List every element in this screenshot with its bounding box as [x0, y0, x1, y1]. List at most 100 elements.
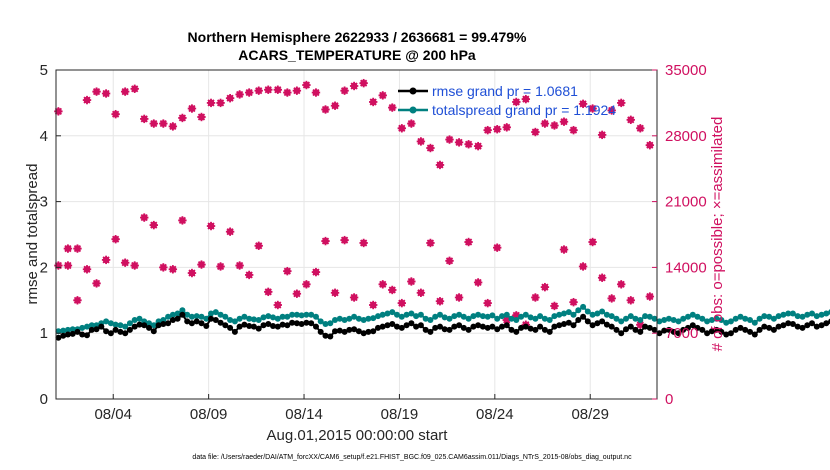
obs-possible-point: [302, 80, 311, 90]
obs-possible-point: [617, 98, 626, 108]
rmse-point: [513, 328, 520, 335]
rmse-point: [665, 326, 672, 333]
obs-possible-point: [311, 88, 321, 97]
totalspread-point: [789, 310, 796, 317]
x-tick-label: 08/09: [190, 406, 228, 423]
totalspread-point: [618, 318, 625, 325]
obs-possible-point: [292, 86, 302, 95]
totalspread-point: [465, 315, 472, 322]
totalspread-point: [451, 313, 458, 320]
rmse-point: [451, 323, 458, 330]
totalspread-point: [718, 317, 725, 323]
rmse-point: [565, 319, 572, 326]
totalspread-point: [403, 311, 410, 318]
rmse-point: [79, 331, 86, 338]
totalspread-point: [184, 311, 191, 318]
rmse-point: [789, 321, 796, 327]
totalspread-point: [260, 314, 267, 321]
rmse-point: [479, 323, 486, 330]
right-tick-label: 21000: [665, 194, 707, 211]
obs-assimilated-point: [187, 268, 197, 278]
rmse-point: [794, 323, 801, 330]
totalspread-point: [422, 315, 429, 322]
obs-possible-point: [378, 91, 387, 100]
legend-totalspread-label: totalspread grand pr = 1.1924: [432, 102, 616, 118]
obs-assimilated-point: [235, 261, 244, 270]
rmse-point: [799, 324, 806, 331]
rmse-point: [494, 326, 501, 333]
rmse-point: [532, 326, 539, 333]
totalspread-point: [317, 318, 324, 325]
x-tick-label: 08/14: [285, 406, 323, 423]
totalspread-point: [174, 310, 181, 317]
totalspread-point: [179, 307, 186, 314]
left-axis-ticks: 0 1 2 3 4 5: [40, 62, 61, 408]
rmse-point: [680, 326, 687, 333]
rmse-point: [656, 330, 663, 337]
totalspread-point: [60, 327, 67, 334]
totalspread-point: [293, 311, 300, 318]
obs-possible-point: [388, 103, 397, 112]
plot-area: [54, 78, 830, 341]
totalspread-point: [685, 313, 691, 320]
totalspread-point: [603, 311, 610, 318]
obs-assimilated-point: [559, 245, 569, 254]
obs-possible-point: [140, 114, 149, 124]
rmse-point: [465, 326, 472, 333]
totalspread-point: [479, 313, 486, 320]
totalspread-point: [637, 317, 644, 323]
totalspread-point: [417, 311, 424, 318]
rmse-point: [336, 327, 343, 334]
totalspread-point: [670, 317, 677, 323]
rmse-point: [599, 318, 606, 325]
obs-assimilated-point: [130, 261, 139, 270]
obs-possible-point: [254, 86, 263, 95]
rmse-point: [313, 323, 319, 330]
rmse-point: [389, 321, 396, 327]
obs-possible-point: [235, 90, 244, 99]
totalspread-point: [69, 326, 76, 333]
rmse-point: [188, 320, 195, 327]
totalspread-point: [408, 310, 415, 317]
totalspread-point: [274, 315, 281, 322]
totalspread-point: [112, 321, 119, 328]
plot-frame: [55, 69, 658, 400]
totalspread-point: [651, 315, 658, 322]
totalspread-point: [713, 315, 720, 322]
rmse-point: [122, 330, 129, 337]
x-tick-label: 08/29: [571, 406, 609, 423]
obs-assimilated-point: [388, 285, 397, 295]
obs-assimilated-point: [82, 265, 92, 274]
totalspread-point: [589, 311, 596, 318]
rmse-point: [179, 311, 186, 318]
rmse-point: [637, 328, 644, 335]
totalspread-point: [627, 313, 634, 320]
obs-assimilated-point: [578, 262, 588, 271]
rmse-point: [742, 326, 749, 333]
obs-assimilated-point: [168, 265, 178, 274]
totalspread-point: [766, 313, 773, 320]
totalspread-point: [227, 317, 234, 323]
obs-assimilated-point: [540, 282, 550, 292]
obs-assimilated-point: [569, 297, 578, 307]
totalspread-point: [246, 315, 253, 322]
rmse-point: [341, 328, 348, 335]
obs-possible-point: [225, 94, 235, 103]
obs-assimilated-point: [225, 227, 235, 236]
rmse-point: [541, 326, 548, 333]
obs-possible-point: [368, 97, 378, 107]
totalspread-point: [441, 314, 448, 321]
totalspread-point: [107, 320, 114, 327]
totalspread-point: [823, 310, 830, 317]
totalspread-point: [580, 303, 587, 310]
obs-assimilated-point: [473, 278, 483, 287]
rmse-point: [394, 323, 400, 330]
totalspread-point: [427, 317, 434, 323]
rmse-point: [146, 324, 152, 331]
totalspread-point: [84, 323, 90, 330]
totalspread-point: [327, 320, 334, 327]
rmse-point: [708, 328, 715, 335]
rmse-point: [303, 319, 310, 326]
obs-assimilated-point: [588, 237, 597, 247]
